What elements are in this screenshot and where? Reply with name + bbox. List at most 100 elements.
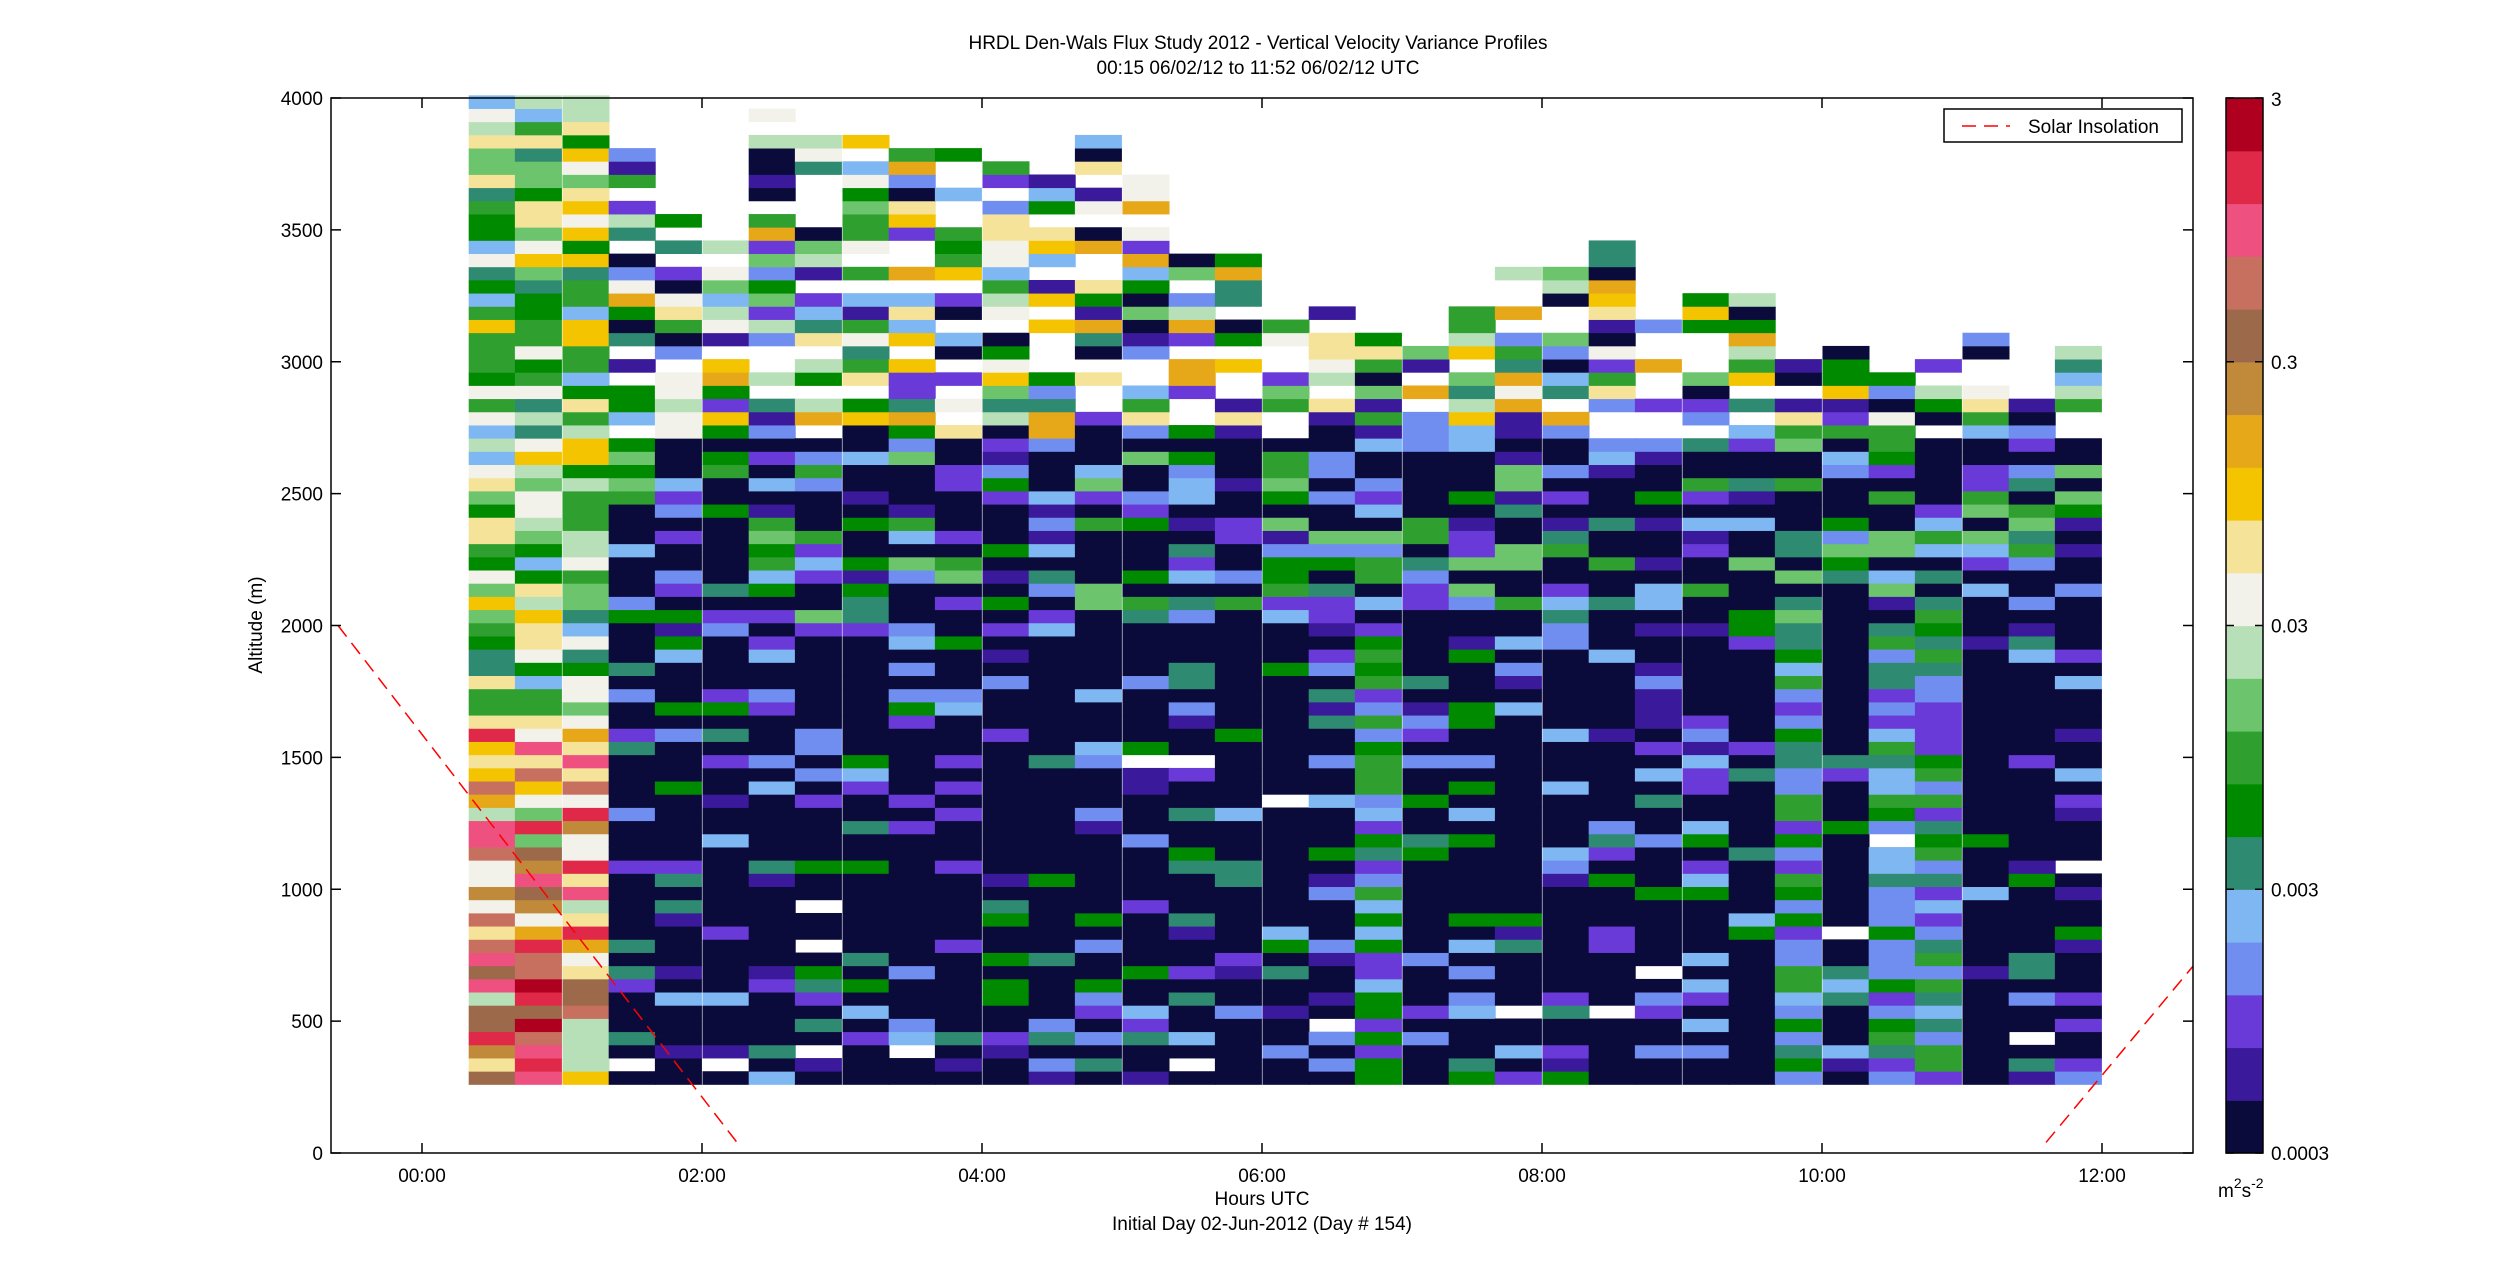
heatmap-cell	[608, 583, 656, 597]
heatmap-cell	[1402, 741, 1450, 756]
heatmap-cell	[562, 701, 610, 716]
heatmap-cell	[1588, 583, 1636, 597]
heatmap-cell	[1868, 385, 1916, 400]
heatmap-cell	[1354, 385, 1402, 400]
heatmap-cell	[888, 1071, 936, 1085]
heatmap-cell	[842, 992, 890, 1006]
heatmap-cell	[562, 978, 610, 993]
heatmap-cell	[1494, 649, 1542, 663]
heatmap-cell	[1074, 530, 1122, 545]
heatmap-cell	[1634, 649, 1682, 663]
heatmap-cell	[1634, 438, 1682, 452]
heatmap-cell	[1168, 477, 1216, 492]
heatmap-cell	[654, 464, 702, 479]
heatmap-cell	[1028, 992, 1076, 1006]
heatmap-cell	[468, 438, 516, 452]
heatmap-cell	[2054, 662, 2102, 677]
heatmap-cell	[1822, 372, 1870, 386]
heatmap-cell	[2008, 490, 2056, 505]
heatmap-cell	[1168, 899, 1216, 914]
heatmap-cell	[842, 1005, 890, 1019]
heatmap-cell	[1402, 675, 1450, 690]
heatmap-cell	[1774, 1005, 1822, 1019]
heatmap-cell	[1074, 148, 1122, 162]
heatmap-cell	[1074, 807, 1122, 822]
heatmap-cell	[654, 728, 702, 742]
heatmap-cell	[982, 781, 1030, 795]
heatmap-cell	[1822, 781, 1870, 795]
heatmap-cell	[468, 266, 516, 281]
heatmap-cell	[1122, 411, 1170, 426]
heatmap-cell	[1262, 781, 1310, 795]
heatmap-cell	[1354, 490, 1402, 505]
heatmap-cell	[1122, 781, 1170, 795]
heatmap-cell	[468, 1044, 516, 1059]
heatmap-cell	[1028, 385, 1076, 400]
heatmap-cell	[468, 847, 516, 861]
heatmap-cell	[934, 425, 982, 439]
heatmap-cell	[982, 543, 1030, 558]
heatmap-cell	[1308, 372, 1356, 386]
heatmap-cell	[702, 1018, 750, 1033]
heatmap-cell	[1542, 345, 1590, 360]
heatmap-cell	[1728, 556, 1776, 571]
heatmap-cell	[1682, 583, 1730, 597]
heatmap-cell	[1774, 359, 1822, 373]
heatmap-cell	[702, 319, 750, 334]
heatmap-cell	[1074, 570, 1122, 584]
heatmap-cell	[1354, 451, 1402, 466]
heatmap-cell	[1354, 781, 1402, 795]
heatmap-cell	[1588, 833, 1636, 848]
heatmap-cell	[1634, 728, 1682, 742]
heatmap-cell	[1634, 794, 1682, 808]
heatmap-cell	[2054, 939, 2102, 953]
heatmap-cell	[702, 636, 750, 650]
heatmap-cell	[1214, 912, 1262, 927]
heatmap-cell	[1962, 794, 2010, 808]
heatmap-cell	[1774, 517, 1822, 531]
heatmap-cell	[1914, 451, 1962, 466]
heatmap-cell	[514, 1044, 562, 1059]
heatmap-cell	[1028, 517, 1076, 531]
heatmap-cell	[1962, 1044, 2010, 1059]
heatmap-cell	[748, 662, 796, 677]
heatmap-cell	[842, 490, 890, 505]
heatmap-cell	[794, 965, 842, 980]
heatmap-cell	[562, 728, 610, 742]
heatmap-cell	[1728, 662, 1776, 677]
heatmap-cell	[702, 688, 750, 703]
heatmap-cell	[1028, 662, 1076, 677]
heatmap-cell	[1774, 570, 1822, 584]
heatmap-cell	[1962, 965, 2010, 980]
heatmap-cell	[1308, 530, 1356, 545]
heatmap-cell	[1774, 530, 1822, 545]
heatmap-cell	[888, 847, 936, 861]
heatmap-cell	[1448, 860, 1496, 874]
heatmap-cell	[1914, 411, 1962, 426]
heatmap-cell	[842, 477, 890, 492]
heatmap-cell	[468, 741, 516, 756]
heatmap-cell	[562, 952, 610, 967]
heatmap-cell	[1542, 279, 1590, 294]
heatmap-cell	[1308, 570, 1356, 584]
heatmap-cell	[1308, 662, 1356, 677]
heatmap-cell	[1588, 490, 1636, 505]
heatmap-cell	[654, 873, 702, 888]
heatmap-cell	[1402, 622, 1450, 637]
heatmap-cell	[1914, 583, 1962, 597]
heatmap-cell	[1074, 227, 1122, 241]
heatmap-cell	[1168, 926, 1216, 940]
heatmap-cell	[562, 411, 610, 426]
heatmap-cell	[2008, 1044, 2056, 1059]
heatmap-cell	[842, 161, 890, 175]
heatmap-cell	[1822, 451, 1870, 466]
heatmap-cell	[1168, 517, 1216, 531]
heatmap-cell	[934, 398, 982, 413]
heatmap-cell	[1588, 1071, 1636, 1085]
heatmap-cell	[1822, 583, 1870, 597]
heatmap-cell	[1074, 372, 1122, 386]
heatmap-cell	[608, 279, 656, 294]
heatmap-cell	[1774, 675, 1822, 690]
solar-insolation-segment	[2045, 965, 2193, 1143]
heatmap-cell	[514, 451, 562, 466]
